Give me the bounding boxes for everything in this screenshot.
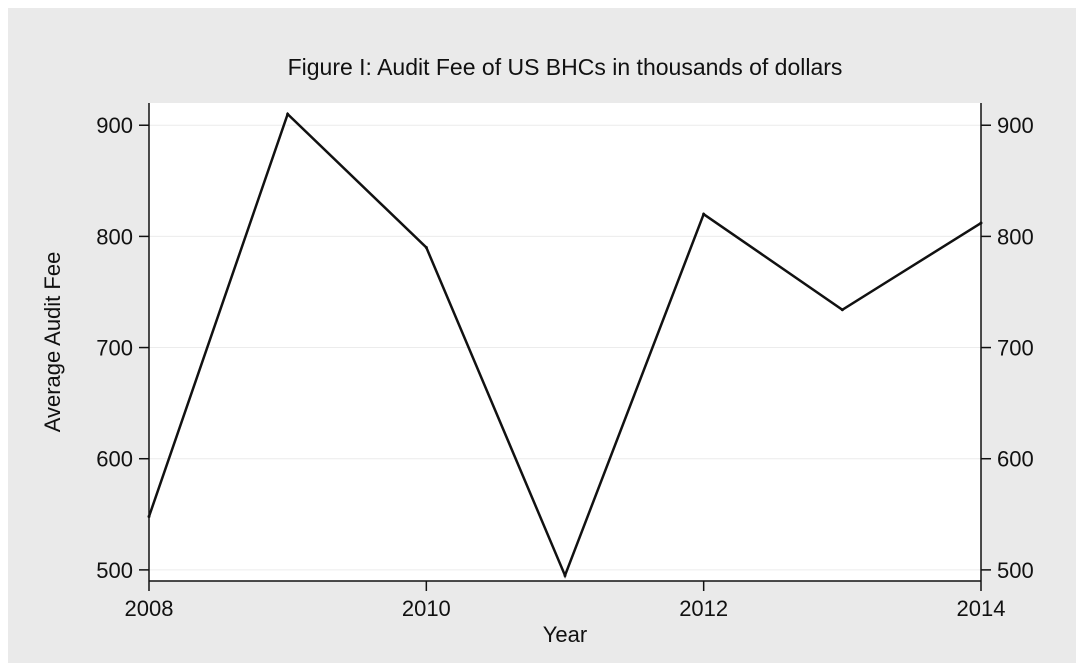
x-tick-label: 2008 <box>125 596 174 621</box>
data-point <box>840 308 844 312</box>
x-tick-label: 2014 <box>957 596 1006 621</box>
line-chart: 500 500 600 600 700 700 800 800 900 900 2008 2010 20… <box>40 54 1034 647</box>
data-point <box>702 212 706 216</box>
y-tick-label-right: 600 <box>997 447 1034 472</box>
data-point <box>147 515 151 519</box>
data-point <box>424 246 428 250</box>
y-tick-label-left: 700 <box>96 336 133 361</box>
chart-title: Figure I: Audit Fee of US BHCs in thousa… <box>288 54 843 80</box>
y-axis-title: Average Audit Fee <box>40 252 65 433</box>
x-axis-title: Year <box>543 622 587 647</box>
axes: 500 500 600 600 700 700 800 800 900 900 2008 2010 20… <box>96 103 1034 621</box>
plot-area <box>149 103 981 581</box>
y-tick-label-left: 600 <box>96 447 133 472</box>
data-point <box>286 112 290 116</box>
y-tick-label-right: 800 <box>997 224 1034 249</box>
y-tick-label-left: 800 <box>96 224 133 249</box>
grid-lines <box>149 124 981 571</box>
series-layer <box>147 111 983 579</box>
y-tick-label-right: 500 <box>997 558 1034 583</box>
y-tick-label-left: 500 <box>96 558 133 583</box>
data-point <box>563 573 567 577</box>
y-tick-label-right: 700 <box>997 336 1034 361</box>
figure-panel: 500 500 600 600 700 700 800 800 900 900 2008 2010 20… <box>8 8 1076 663</box>
data-point <box>979 221 983 225</box>
x-tick-label: 2012 <box>679 596 728 621</box>
x-tick-label: 2010 <box>402 596 451 621</box>
y-tick-label-right: 900 <box>997 113 1034 138</box>
y-tick-label-left: 900 <box>96 113 133 138</box>
